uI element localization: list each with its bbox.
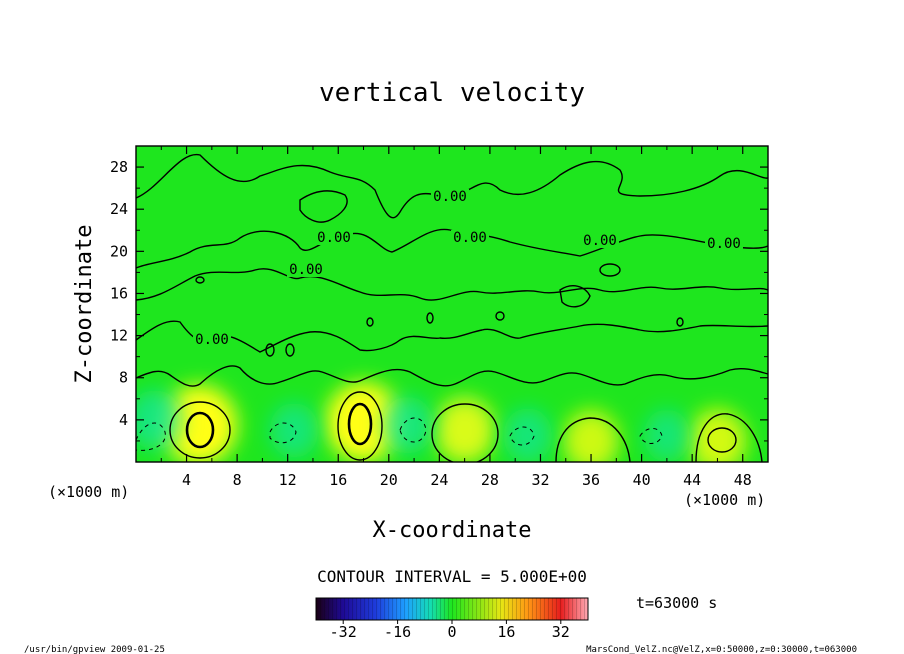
contour-line — [169, 401, 231, 459]
colorbar: -32 -16 0 16 32 — [315, 597, 589, 641]
x-tick-label: 20 — [380, 471, 398, 489]
contour-label: 0.00 — [583, 233, 617, 249]
plot-frame — [135, 145, 769, 463]
x-axis: 4 8 12 16 20 24 28 32 36 40 44 48 — [160, 146, 752, 489]
contour-line — [136, 365, 768, 387]
contour-label-bg — [581, 233, 619, 248]
contour-line-negative — [399, 417, 427, 443]
x-tick-label: 28 — [481, 471, 499, 489]
contour-label: 0.00 — [195, 332, 229, 348]
footer-left: /usr/bin/gpview 2009-01-25 — [24, 645, 165, 654]
contour-line — [195, 276, 205, 284]
x-axis-label: X-coordinate — [373, 518, 532, 543]
colorbar-tick-label: 0 — [447, 623, 456, 641]
contour-line-negative — [509, 426, 535, 446]
contour-interval-label: CONTOUR INTERVAL = 5.000E+00 — [317, 567, 587, 586]
field-anomaly — [503, 408, 553, 462]
contour-line — [707, 427, 737, 453]
y-tick-label: 12 — [110, 327, 128, 345]
contour-label-bg — [193, 332, 231, 347]
contour-label: 0.00 — [707, 236, 741, 252]
y-tick-label: 24 — [110, 200, 128, 218]
colorbar-tick-label: -16 — [384, 623, 411, 641]
contour-line — [285, 343, 295, 357]
y-tick-label: 4 — [119, 411, 128, 429]
contour-label-bg — [705, 236, 743, 251]
contour-label-bg — [315, 230, 353, 245]
contour-line-negative — [269, 422, 297, 444]
field-anomaly — [269, 402, 319, 459]
contour-label: 0.00 — [433, 189, 467, 205]
x-tick-label: 40 — [633, 471, 651, 489]
footer-right: MarsCond_VelZ.nc@VelZ,x=0:50000,z=0:3000… — [586, 645, 857, 654]
colorbar-tick-label: 32 — [552, 623, 570, 641]
contour-line — [426, 312, 434, 324]
contour-line — [366, 317, 374, 327]
contour-line-negative — [136, 422, 166, 451]
contour-label-bg — [431, 189, 469, 204]
colorbar-tick-label: 16 — [497, 623, 515, 641]
colorbar-ticks: -32 -16 0 16 32 — [330, 620, 570, 641]
x-tick-label: 8 — [233, 471, 242, 489]
plot-area: 0.000.00 0.00 0.00 0.000.000.00 4 8 12 16 20 24 2… — [110, 145, 769, 489]
field-anomaly — [434, 397, 496, 462]
x-axis-unit-left: (×1000 m) — [48, 483, 129, 501]
contour-line — [555, 417, 631, 462]
x-tick-label: 36 — [582, 471, 600, 489]
x-tick-label: 32 — [531, 471, 549, 489]
contour-line — [431, 403, 499, 462]
field-anomaly — [382, 396, 434, 454]
field-anomaly — [161, 385, 238, 462]
contour-line — [347, 402, 373, 446]
contour-label-layer: 0.00 0.00 0.00 0.00 0.00 0.00 0.00 — [193, 189, 743, 348]
contour-line — [695, 413, 763, 462]
contour-label: 0.00 — [453, 230, 487, 246]
y-axis-label: Z-coordinate — [72, 225, 97, 384]
contour-line — [299, 190, 348, 223]
x-tick-label: 16 — [329, 471, 347, 489]
colorbar-tick-label: -32 — [330, 623, 357, 641]
contour-line — [495, 311, 505, 321]
contour-label-bg — [451, 230, 489, 245]
x-tick-label: 48 — [734, 471, 752, 489]
contour-label-bg — [287, 262, 325, 277]
contour-label: 0.00 — [289, 262, 323, 278]
field-anomaly — [643, 409, 690, 462]
y-tick-label: 28 — [110, 158, 128, 176]
x-tick-label: 12 — [279, 471, 297, 489]
contour-line — [185, 411, 215, 449]
contour-line — [265, 343, 275, 357]
colorbar-stripes — [316, 598, 588, 620]
field-anomaly — [563, 409, 620, 462]
x-tick-label: 44 — [683, 471, 701, 489]
chart-title: vertical velocity — [319, 78, 585, 108]
contour-line — [337, 391, 383, 461]
y-tick-label: 16 — [110, 284, 128, 302]
contour-line — [136, 268, 768, 301]
contour-line — [559, 285, 591, 308]
time-label: t=63000 s — [636, 594, 717, 612]
contour-line — [599, 263, 621, 277]
y-tick-label: 8 — [119, 369, 128, 387]
y-tick-label: 20 — [110, 242, 128, 260]
y-axis: 4 8 12 16 20 24 28 — [110, 158, 768, 442]
x-axis-unit-right: (×1000 m) — [684, 491, 765, 509]
contour-line — [676, 317, 684, 327]
contour-line-negative — [639, 428, 663, 444]
contour-label: 0.00 — [317, 230, 351, 246]
x-tick-label: 4 — [182, 471, 191, 489]
x-tick-label: 24 — [430, 471, 448, 489]
contour-line — [136, 228, 768, 269]
